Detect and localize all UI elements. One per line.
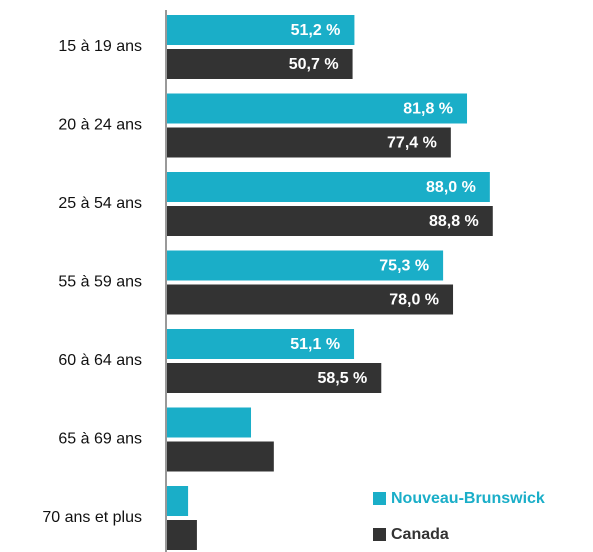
legend-label: Canada bbox=[391, 526, 449, 543]
data-label: 78,0 % bbox=[389, 292, 439, 309]
bar bbox=[166, 15, 355, 45]
bar bbox=[166, 407, 252, 438]
bar bbox=[166, 329, 355, 359]
legend-swatch bbox=[373, 528, 386, 541]
data-label: 58,5 % bbox=[317, 370, 367, 387]
bar bbox=[166, 250, 444, 281]
bar bbox=[166, 486, 189, 516]
bar bbox=[166, 206, 493, 236]
data-label: 81,8 % bbox=[403, 101, 453, 118]
bar bbox=[166, 363, 382, 393]
y-tick-label: 70 ans et plus bbox=[42, 509, 142, 526]
data-label: 51,2 % bbox=[291, 22, 341, 39]
bar bbox=[166, 172, 490, 202]
data-label: 75,3 % bbox=[379, 258, 429, 275]
bar bbox=[166, 441, 274, 472]
data-label: 88,8 % bbox=[429, 213, 479, 230]
bar bbox=[166, 284, 454, 315]
y-tick-label: 60 à 64 ans bbox=[58, 352, 142, 369]
bar bbox=[166, 127, 451, 158]
data-label: 88,0 % bbox=[426, 179, 476, 196]
y-tick-label: 65 à 69 ans bbox=[58, 431, 142, 448]
data-label: 51,1 % bbox=[290, 336, 340, 353]
legend-swatch bbox=[373, 492, 386, 505]
data-label: 77,4 % bbox=[387, 135, 437, 152]
y-tick-label: 15 à 19 ans bbox=[58, 38, 142, 55]
data-label: 50,7 % bbox=[289, 56, 339, 73]
y-tick-label: 55 à 59 ans bbox=[58, 274, 142, 291]
legend-label: Nouveau-Brunswick bbox=[391, 490, 545, 507]
bar bbox=[166, 93, 468, 124]
y-tick-label: 25 à 54 ans bbox=[58, 195, 142, 212]
bar bbox=[166, 49, 353, 79]
bar bbox=[166, 520, 197, 550]
y-tick-label: 20 à 24 ans bbox=[58, 117, 142, 134]
